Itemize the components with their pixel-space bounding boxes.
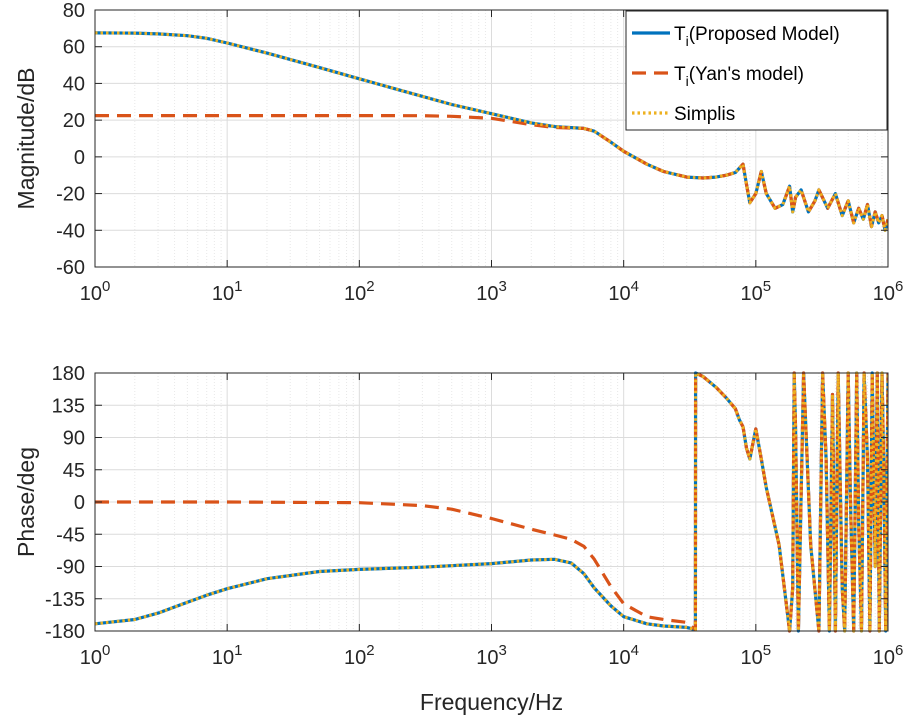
legend-label-0: Ti(Proposed Model) bbox=[674, 24, 840, 49]
y-tick-label: 45 bbox=[63, 460, 85, 482]
magnitude-plot: 100 101 102 103 104 105 106 -60 -40 -20 0 20 40 60 80 M… bbox=[13, 0, 903, 305]
x-tick-label: 103 bbox=[476, 278, 507, 305]
series-line-simplis bbox=[95, 31, 888, 232]
legend-label-2: Simplis bbox=[674, 104, 735, 125]
x-axis-label: Frequency/Hz bbox=[420, 689, 563, 715]
y-axis-label: Magnitude/dB bbox=[13, 68, 39, 210]
x-tick-label: 106 bbox=[873, 642, 904, 669]
legend-box bbox=[625, 10, 888, 131]
x-tick-label: 104 bbox=[608, 642, 639, 669]
x-tick-label: 104 bbox=[608, 278, 639, 305]
y-axis-label: Phase/deg bbox=[13, 447, 39, 557]
x-tick-label: 103 bbox=[476, 642, 507, 669]
x-tick-label: 101 bbox=[212, 278, 243, 305]
x-tick-label: 102 bbox=[344, 278, 375, 305]
x-tick-label: 106 bbox=[873, 278, 904, 305]
x-tick-label: 105 bbox=[741, 278, 772, 305]
y-tick-label: 0 bbox=[74, 492, 85, 514]
y-tick-label: 60 bbox=[63, 37, 85, 59]
legend-label-1: Ti(Yan's model) bbox=[674, 64, 804, 89]
y-tick-label: 20 bbox=[63, 110, 85, 132]
x-tick-label: 102 bbox=[344, 642, 375, 669]
y-tick-label: 135 bbox=[52, 395, 85, 417]
y-tick-label: -20 bbox=[56, 184, 85, 206]
x-tick-label: 100 bbox=[80, 642, 111, 669]
y-tick-label: 0 bbox=[74, 147, 85, 169]
legend: Ti(Proposed Model) Ti(Yan's model) Simplis bbox=[625, 10, 888, 131]
series-line-simplis bbox=[95, 371, 888, 633]
y-tick-label: -90 bbox=[56, 557, 85, 579]
x-tick-label: 100 bbox=[80, 278, 111, 305]
phase-plot: 100 101 102 103 104 105 106 -180 -135 -90 -45 0 45 90… bbox=[13, 363, 903, 715]
y-tick-label: 90 bbox=[63, 428, 85, 450]
y-tick-label: -60 bbox=[56, 257, 85, 279]
y-tick-label: 40 bbox=[63, 73, 85, 95]
y-tick-label: -135 bbox=[45, 589, 85, 611]
y-tick-label: -45 bbox=[56, 524, 85, 546]
x-tick-label: 105 bbox=[741, 642, 772, 669]
x-tick-label: 101 bbox=[212, 642, 243, 669]
y-tick-label: -40 bbox=[56, 220, 85, 242]
y-tick-label: -180 bbox=[45, 621, 85, 643]
y-tick-label: 180 bbox=[52, 363, 85, 385]
y-tick-label: 80 bbox=[63, 0, 85, 22]
